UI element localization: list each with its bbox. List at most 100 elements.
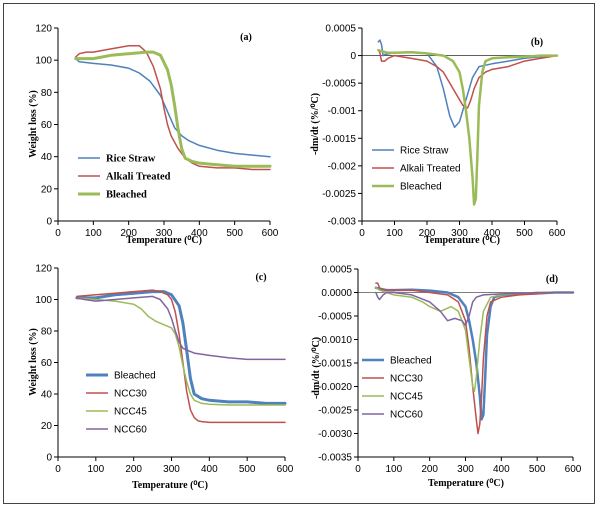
x-tick-label: 400	[201, 464, 218, 475]
legend-entry: Bleached	[106, 190, 147, 201]
series-line-rice-straw	[377, 39, 558, 129]
y-tick-label: -0.0015	[322, 134, 356, 145]
x-tick-label: 400	[493, 464, 510, 475]
legend-entry: Bleached	[114, 371, 156, 382]
legend-entry: NCC60	[114, 425, 147, 436]
panel-label: (b)	[531, 37, 543, 48]
y-tick-label: 120	[35, 24, 52, 35]
panel-label: (d)	[546, 274, 558, 285]
x-tick-label: 200	[125, 464, 142, 475]
x-tick-label: 0	[55, 464, 61, 475]
y-tick-label: 20	[41, 184, 53, 195]
y-tick-label: 0	[46, 453, 52, 464]
x-tick-label: 100	[386, 228, 403, 239]
x-axis-label: Temperature (⁰C)	[126, 235, 202, 246]
x-tick-label: 300	[457, 464, 474, 475]
series-line-bleached	[75, 290, 287, 405]
legend-entry: NCC45	[390, 392, 423, 403]
y-tick-label: 0	[46, 217, 52, 228]
x-tick-label: 100	[385, 464, 402, 475]
x-axis-label: Temperature (⁰C)	[424, 235, 500, 246]
legend-entry: NCC45	[114, 407, 147, 418]
x-tick-label: 200	[419, 228, 436, 239]
x-tick-label: 400	[191, 228, 208, 239]
x-axis-label: Temperature (⁰C)	[132, 480, 208, 491]
legend-entry: Alkali Treated	[106, 172, 171, 183]
x-tick-label: 0	[355, 464, 361, 475]
y-axis-label: Weight loss (%)	[28, 90, 39, 158]
y-tick-label: 100	[35, 56, 52, 67]
x-tick-label: 500	[529, 464, 546, 475]
x-tick-label: 0	[359, 228, 365, 239]
legend-entry: Rice Straw	[400, 146, 449, 157]
legend-entry: NCC30	[114, 389, 147, 400]
y-tick-label: -0.0005	[318, 312, 352, 323]
x-tick-label: 600	[549, 228, 566, 239]
series-line-rice-straw	[74, 57, 271, 158]
series-line-ncc45	[76, 297, 286, 406]
legend-entry: NCC60	[390, 410, 423, 421]
panel-label: (a)	[240, 32, 252, 43]
y-tick-label: 60	[41, 120, 53, 131]
y-tick-label: 40	[41, 390, 53, 401]
x-tick-label: 500	[239, 464, 256, 475]
series-line-alkali-treated	[74, 44, 271, 171]
x-tick-label: 500	[516, 228, 533, 239]
y-tick-label: 120	[35, 264, 52, 275]
legend-entry: Bleached	[400, 182, 442, 193]
panel-label: (c)	[255, 272, 266, 283]
y-tick-label: -0.0030	[318, 429, 352, 440]
y-tick-label: 0.0005	[325, 24, 356, 35]
series-line-bleached	[74, 50, 272, 168]
y-tick-label: -0.001	[328, 106, 357, 117]
x-tick-label: 200	[421, 464, 438, 475]
chart-panel-c: 0 100 200 300 400 500 600 0 20 40 60 80 100 120 Bleach…	[28, 264, 294, 492]
chart-panel-d: 0 100 200 300 400 500 600 0.0005 0.0000 -0.0005 -0…	[311, 265, 582, 490]
y-tick-label: 0.0000	[321, 288, 352, 299]
x-tick-label: 200	[120, 228, 137, 239]
legend-entry: Alkali Treated	[400, 164, 461, 175]
series-line-ncc60	[375, 291, 574, 327]
series-line-ncc60	[76, 295, 286, 361]
y-tick-label: 20	[41, 421, 53, 432]
x-tick-label: 400	[484, 228, 501, 239]
x-tick-label: 600	[277, 464, 294, 475]
y-tick-label: -0.0020	[318, 382, 352, 393]
y-tick-label: 80	[41, 327, 53, 338]
x-tick-label: 600	[565, 464, 582, 475]
legend-entry: Bleached	[390, 356, 432, 367]
x-tick-label: 600	[262, 228, 279, 239]
x-tick-label: 300	[451, 228, 468, 239]
y-tick-label: -0.0025	[322, 189, 356, 200]
y-tick-label: -0.0035	[318, 453, 352, 464]
chart-panel-a: 0 100 200 300 400 500 600 0 20 40 60 80 100 120 Rice S…	[28, 24, 279, 247]
figure-frame	[3, 3, 595, 504]
x-tick-label: 300	[156, 228, 173, 239]
y-axis-label: -dm/dt (%/⁰C)	[311, 337, 322, 399]
y-axis-label: Weight loss (%)	[28, 328, 39, 396]
x-tick-label: 500	[226, 228, 243, 239]
y-axis-label: -dm/dt (%/⁰C)	[310, 93, 321, 155]
x-tick-label: 100	[85, 228, 102, 239]
x-tick-label: 100	[87, 464, 104, 475]
y-tick-label: -0.0010	[318, 335, 352, 346]
y-tick-label: 0.0005	[321, 265, 352, 276]
series-line-ncc30	[375, 282, 574, 435]
y-tick-label: 40	[41, 152, 53, 163]
y-tick-label: -0.0025	[318, 406, 352, 417]
legend-entry: NCC30	[390, 374, 423, 385]
y-tick-label: -0.002	[328, 161, 357, 172]
y-tick-label: -0.0005	[322, 79, 356, 90]
y-tick-label: -0.0015	[318, 359, 352, 370]
y-tick-label: 100	[35, 295, 52, 306]
y-tick-label: 80	[41, 88, 53, 99]
y-tick-label: -0.003	[328, 217, 357, 228]
y-tick-label: 60	[41, 358, 53, 369]
x-tick-label: 0	[55, 228, 61, 239]
y-tick-label: 0	[350, 51, 356, 62]
x-tick-label: 300	[163, 464, 180, 475]
chart-panel-b: 0 100 200 300 400 500 6000.00050-0.0005-0.001-…	[310, 24, 566, 247]
series-line-bleached	[377, 48, 559, 206]
legend-entry: Rice Straw	[106, 154, 156, 165]
